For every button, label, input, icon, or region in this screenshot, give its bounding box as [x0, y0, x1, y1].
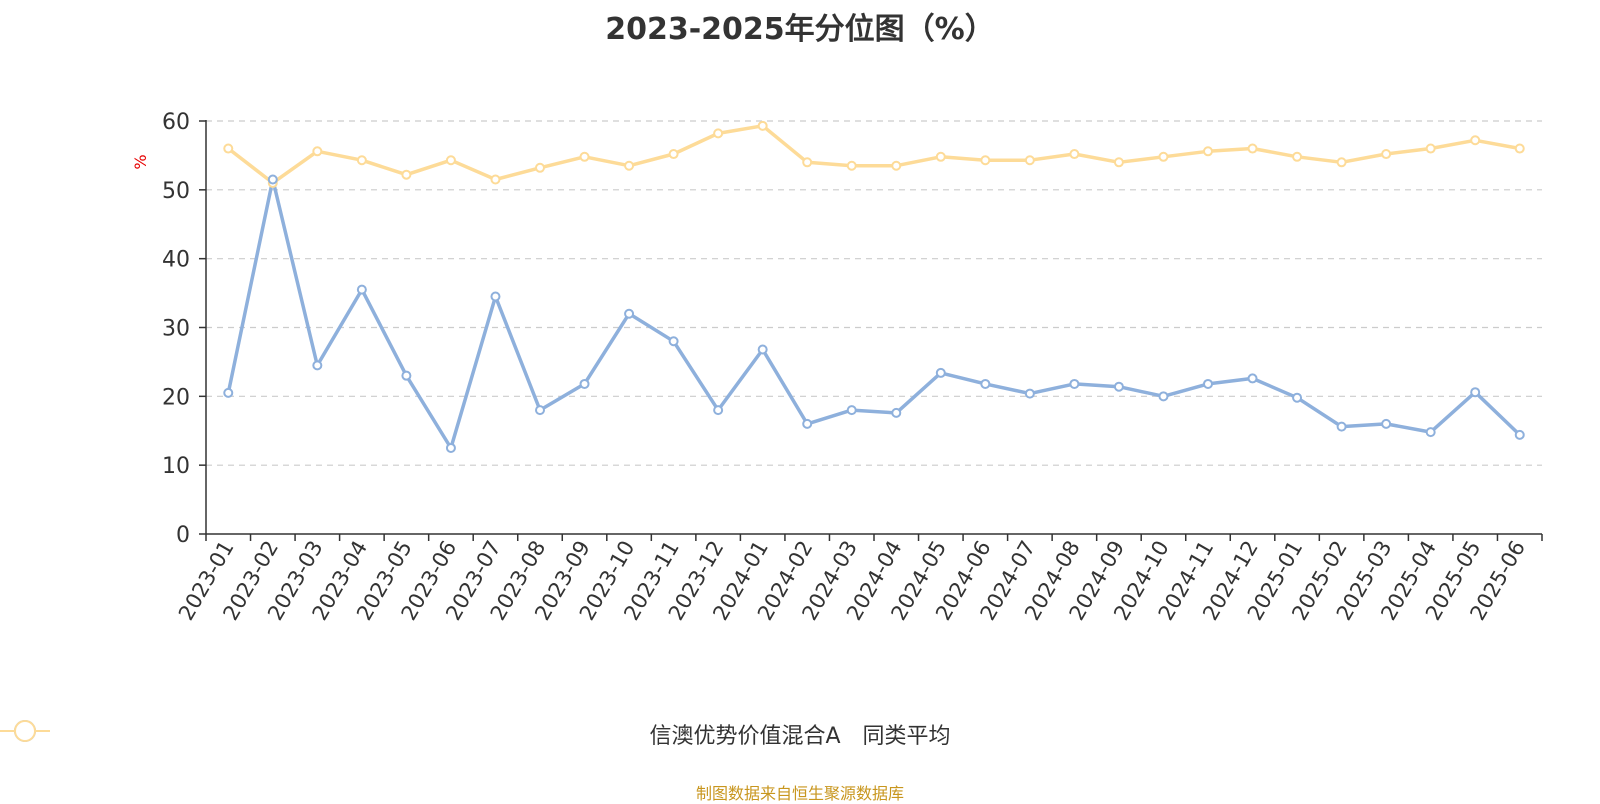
- data-point: [1069, 149, 1080, 160]
- y-axis-label: %: [131, 154, 150, 169]
- data-point: [980, 155, 991, 166]
- data-point: [935, 367, 946, 378]
- data-point: [1381, 149, 1392, 160]
- data-point: [1425, 427, 1436, 438]
- data-point: [846, 405, 857, 416]
- legend-item-average[interactable]: 同类平均: [0, 718, 951, 750]
- data-point: [713, 128, 724, 139]
- legend-label-average: 同类平均: [862, 724, 951, 749]
- data-point: [535, 162, 545, 173]
- data-point: [1024, 388, 1035, 399]
- data-point: [624, 308, 635, 319]
- data-point: [312, 146, 323, 157]
- data-point: [1425, 143, 1436, 154]
- data-point: [490, 291, 501, 302]
- data-point: [668, 149, 679, 160]
- data-point: [1514, 143, 1525, 154]
- y-tick-label: 50: [162, 179, 190, 204]
- data-point: [802, 418, 813, 429]
- data-point: [401, 370, 412, 381]
- data-point: [579, 378, 590, 389]
- data-point: [1336, 157, 1347, 168]
- data-point: [757, 120, 768, 131]
- data-point: [1292, 392, 1303, 403]
- data-point: [1203, 378, 1213, 389]
- data-point: [891, 407, 902, 418]
- data-point: [1158, 391, 1169, 402]
- data-point: [1247, 373, 1258, 384]
- data-point: [1203, 146, 1213, 157]
- data-point: [846, 160, 857, 171]
- legend-item-fund[interactable]: 信澳优势价值混合A: [0, 718, 841, 750]
- y-tick-label: 30: [162, 317, 190, 342]
- data-point: [401, 169, 412, 180]
- data-point: [1470, 387, 1481, 398]
- data-point: [1470, 135, 1481, 146]
- data-point: [356, 284, 367, 295]
- data-point: [1381, 418, 1392, 429]
- legend-marker-average: [0, 720, 50, 742]
- data-point: [356, 155, 367, 166]
- data-point: [1113, 381, 1124, 392]
- legend-label-fund: 信澳优势价值混合A: [649, 724, 841, 749]
- data-point: [1069, 378, 1080, 389]
- series-line: [226, 177, 1521, 450]
- y-tick-label: 60: [162, 110, 190, 135]
- data-point: [579, 151, 590, 162]
- y-tick-label: 40: [162, 248, 190, 273]
- data-point: [802, 157, 813, 168]
- data-point: [445, 442, 456, 453]
- data-point: [1292, 151, 1303, 162]
- data-point: [668, 336, 679, 347]
- y-tick-label: 0: [176, 523, 190, 548]
- data-point: [624, 160, 635, 171]
- chart-legend: 信澳优势价值混合A 同类平均: [0, 718, 1600, 750]
- data-point: [490, 174, 501, 185]
- data-point: [1247, 143, 1258, 154]
- data-point: [445, 155, 456, 166]
- data-point: [980, 378, 991, 389]
- data-point: [1024, 155, 1035, 166]
- data-source-note: 制图数据来自恒生聚源数据库: [695, 784, 904, 803]
- data-point: [1336, 421, 1347, 432]
- data-point: [267, 174, 278, 185]
- data-point: [1158, 151, 1169, 162]
- data-point: [535, 405, 545, 416]
- data-point: [223, 143, 234, 154]
- y-tick-label: 10: [162, 454, 190, 479]
- data-point: [935, 151, 946, 162]
- data-point: [1113, 157, 1124, 168]
- y-tick-label: 20: [162, 385, 190, 410]
- data-point: [312, 360, 323, 371]
- data-point: [713, 405, 724, 416]
- series-line: [227, 124, 1521, 185]
- data-point: [757, 344, 768, 355]
- data-point: [891, 160, 902, 171]
- data-point: [223, 387, 234, 398]
- data-point: [1514, 429, 1525, 440]
- chart-title: 2023-2025年分位图（%）: [605, 12, 995, 47]
